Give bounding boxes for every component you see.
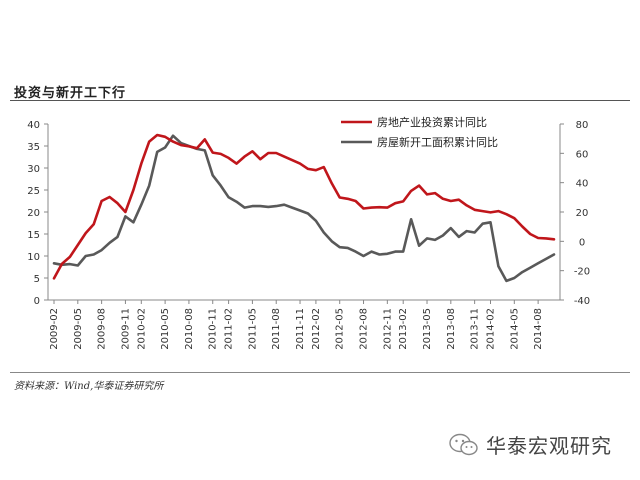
series-line-new-starts	[52, 134, 556, 283]
chart-title: 投资与新开工下行	[14, 86, 127, 101]
left-axis-ticks: 0 5 10 15 20 25 30 35 40	[27, 120, 48, 307]
source-divider	[10, 372, 630, 373]
x-tick-label: 2013-05	[422, 308, 433, 350]
x-tick-label: 2009-11	[120, 308, 131, 350]
x-tick-label: 2011-08	[271, 308, 282, 350]
left-tick-label: 5	[34, 274, 40, 285]
x-tick-label: 2012-08	[359, 308, 370, 350]
brand-watermark: 华泰宏观研究	[448, 430, 612, 459]
x-tick-label: 2013-08	[446, 308, 457, 350]
x-tick-label: 2014-05	[509, 308, 520, 350]
x-tick-label: 2011-02	[224, 308, 235, 350]
x-tick-label: 2012-02	[311, 308, 322, 350]
x-tick-label: 2010-02	[136, 308, 147, 350]
x-tick-label: 2014-08	[533, 308, 544, 350]
right-tick-label: 80	[576, 120, 589, 131]
right-tick-label: 40	[576, 179, 589, 190]
right-tick-label: -40	[574, 296, 590, 307]
right-tick-label: -20	[574, 267, 590, 278]
left-tick-label: 0	[34, 296, 40, 307]
x-tick-label: 2010-05	[160, 308, 171, 350]
left-tick-label: 40	[27, 120, 40, 131]
line-chart: 0 5 10 15 20 25 30 35 40 -40 -20 0 20 40 60 80 2009-02…	[27, 115, 590, 350]
x-tick-label: 2009-02	[49, 308, 60, 350]
left-tick-label: 30	[27, 164, 40, 175]
left-tick-label: 10	[27, 252, 40, 263]
x-tick-label: 2009-05	[73, 308, 84, 350]
x-tick-label: 2010-08	[184, 308, 195, 350]
series-lines	[52, 133, 556, 283]
x-tick-label: 2011-05	[247, 308, 258, 350]
right-tick-label: 0	[579, 237, 585, 248]
wechat-icon	[449, 433, 478, 455]
left-tick-label: 35	[27, 142, 40, 153]
x-tick-label: 2013-11	[470, 308, 481, 350]
x-tick-label: 2012-11	[382, 308, 393, 350]
left-tick-label: 15	[27, 230, 40, 241]
right-axis-ticks: -40 -20 0 20 40 60 80	[560, 120, 590, 307]
right-tick-label: 20	[576, 208, 589, 219]
source-note: 资料来源：Wind,华泰证券研究所	[14, 381, 164, 392]
x-axis-ticks: 2009-02 2009-05 2009-08 2009-11 2010-02 2010-…	[49, 300, 544, 350]
title-divider	[10, 100, 630, 101]
left-tick-label: 20	[27, 208, 40, 219]
brand-name: 华泰宏观研究	[486, 434, 612, 458]
x-tick-label: 2010-11	[208, 308, 219, 350]
x-tick-label: 2012-05	[335, 308, 346, 350]
left-tick-label: 25	[27, 186, 40, 197]
x-tick-label: 2014-02	[486, 308, 497, 350]
x-tick-label: 2009-08	[97, 308, 108, 350]
x-tick-label: 2011-11	[295, 308, 306, 350]
legend-label: 房地产业投资累计同比	[377, 115, 487, 129]
legend-label: 房屋新开工面积累计同比	[377, 135, 498, 149]
right-tick-label: 60	[576, 149, 589, 160]
series-line-investment	[52, 133, 556, 280]
x-tick-label: 2013-02	[398, 308, 409, 350]
